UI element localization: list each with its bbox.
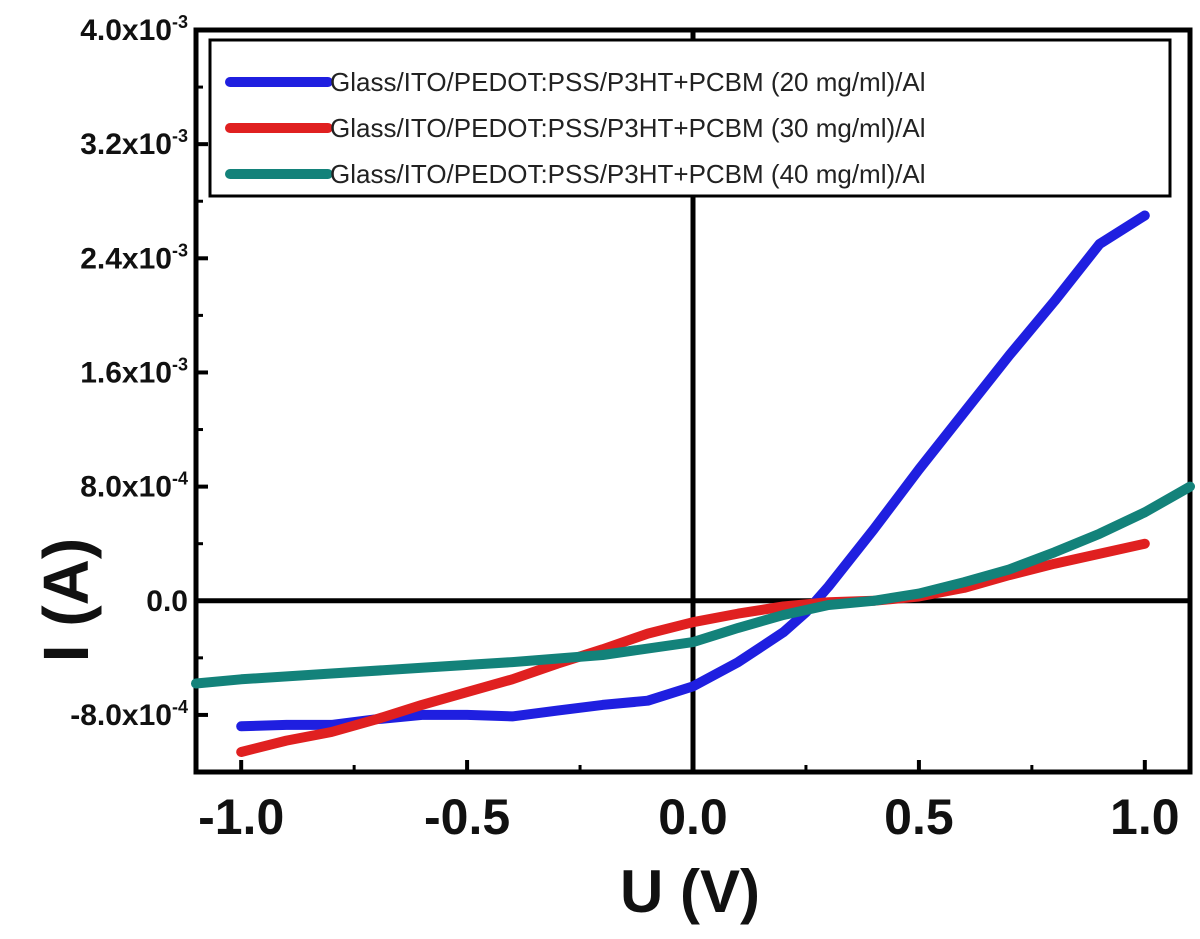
y-tick-label: 0.0 xyxy=(146,585,188,618)
x-tick-label: -1.0 xyxy=(198,789,284,845)
series-line-2 xyxy=(236,538,1150,757)
legend: Glass/ITO/PEDOT:PSS/P3HT+PCBM (20 mg/ml)… xyxy=(208,38,1172,198)
legend-box xyxy=(208,38,1172,198)
x-axis-label: U (V) xyxy=(620,858,760,925)
series-layer xyxy=(191,210,1195,757)
x-tick-label: -0.5 xyxy=(424,789,510,845)
y-tick-label: 8.0x10-4 xyxy=(80,469,188,504)
x-tick-label: 1.0 xyxy=(1110,789,1180,845)
x-tick-label: 0.5 xyxy=(884,789,954,845)
legend-label-1: Glass/ITO/PEDOT:PSS/P3HT+PCBM (20 mg/ml)… xyxy=(330,67,926,97)
legend-label-3: Glass/ITO/PEDOT:PSS/P3HT+PCBM (40 mg/ml)… xyxy=(330,159,926,189)
ticks-layer: -1.0 -0.5 0.0 0.5 1.0 -8.0x10-4 0.0 8.0x10-4 1.6… xyxy=(70,12,1179,845)
y-axis-label: I (A) xyxy=(30,538,102,662)
legend-label-2: Glass/ITO/PEDOT:PSS/P3HT+PCBM (30 mg/ml)… xyxy=(330,113,926,143)
x-tick-label: 0.0 xyxy=(658,789,728,845)
y-tick-label: 1.6x10-3 xyxy=(80,354,188,389)
y-tick-label: 2.4x10-3 xyxy=(80,240,188,275)
y-tick-label: 4.0x10-3 xyxy=(80,12,188,47)
series-line-3 xyxy=(191,481,1195,689)
y-tick-label: 3.2x10-3 xyxy=(80,126,188,161)
y-tick-label: -8.0x10-4 xyxy=(70,697,188,732)
